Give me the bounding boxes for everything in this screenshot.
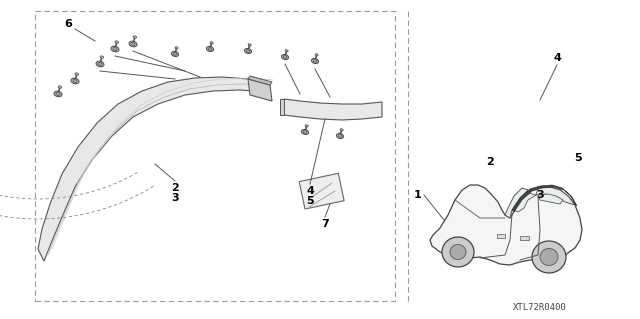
Ellipse shape <box>282 55 289 60</box>
Ellipse shape <box>54 91 62 97</box>
Text: 5: 5 <box>306 196 314 206</box>
Ellipse shape <box>172 51 179 56</box>
Polygon shape <box>248 76 272 85</box>
Polygon shape <box>505 188 528 218</box>
Ellipse shape <box>96 61 104 67</box>
Polygon shape <box>284 99 382 120</box>
Ellipse shape <box>129 41 137 47</box>
Polygon shape <box>536 187 575 205</box>
Ellipse shape <box>442 237 474 267</box>
Polygon shape <box>512 185 577 212</box>
Text: 2: 2 <box>171 183 179 193</box>
Ellipse shape <box>303 131 307 133</box>
Polygon shape <box>430 185 582 265</box>
Polygon shape <box>514 193 536 212</box>
Text: 4: 4 <box>306 186 314 196</box>
Ellipse shape <box>248 44 252 46</box>
Ellipse shape <box>450 244 466 259</box>
Ellipse shape <box>246 50 250 52</box>
Ellipse shape <box>305 125 308 127</box>
Polygon shape <box>248 79 272 101</box>
Text: 1: 1 <box>414 190 422 200</box>
Bar <box>497 234 505 238</box>
Ellipse shape <box>115 41 118 43</box>
Text: 4: 4 <box>553 53 561 63</box>
Polygon shape <box>538 194 563 204</box>
Ellipse shape <box>73 79 77 83</box>
Ellipse shape <box>207 47 214 51</box>
Text: 7: 7 <box>321 219 329 229</box>
Ellipse shape <box>313 60 317 62</box>
Ellipse shape <box>338 135 342 137</box>
Bar <box>520 236 529 240</box>
Ellipse shape <box>340 129 343 131</box>
Ellipse shape <box>98 63 102 65</box>
Ellipse shape <box>208 48 212 50</box>
Ellipse shape <box>244 48 252 54</box>
Text: 6: 6 <box>64 19 72 29</box>
Ellipse shape <box>540 249 558 265</box>
Bar <box>35 11 395 301</box>
Bar <box>299 173 344 209</box>
Ellipse shape <box>75 73 79 75</box>
Ellipse shape <box>131 42 135 46</box>
Ellipse shape <box>71 78 79 84</box>
Ellipse shape <box>285 50 288 52</box>
Text: 2: 2 <box>486 157 494 167</box>
Ellipse shape <box>312 58 319 63</box>
Ellipse shape <box>210 42 213 44</box>
Ellipse shape <box>113 48 117 50</box>
Text: 3: 3 <box>171 193 179 203</box>
Ellipse shape <box>315 54 318 56</box>
Ellipse shape <box>56 93 60 95</box>
Text: XTL72R0400: XTL72R0400 <box>513 302 567 311</box>
Ellipse shape <box>175 47 178 49</box>
Ellipse shape <box>532 241 566 273</box>
Ellipse shape <box>337 134 344 138</box>
Ellipse shape <box>100 56 104 58</box>
Ellipse shape <box>133 36 136 38</box>
Ellipse shape <box>111 46 119 52</box>
Ellipse shape <box>58 86 61 88</box>
Ellipse shape <box>283 56 287 58</box>
Polygon shape <box>38 77 265 261</box>
Ellipse shape <box>301 130 308 135</box>
Text: 3: 3 <box>536 190 544 200</box>
Polygon shape <box>280 99 284 115</box>
Ellipse shape <box>173 53 177 55</box>
Text: 5: 5 <box>574 153 582 163</box>
